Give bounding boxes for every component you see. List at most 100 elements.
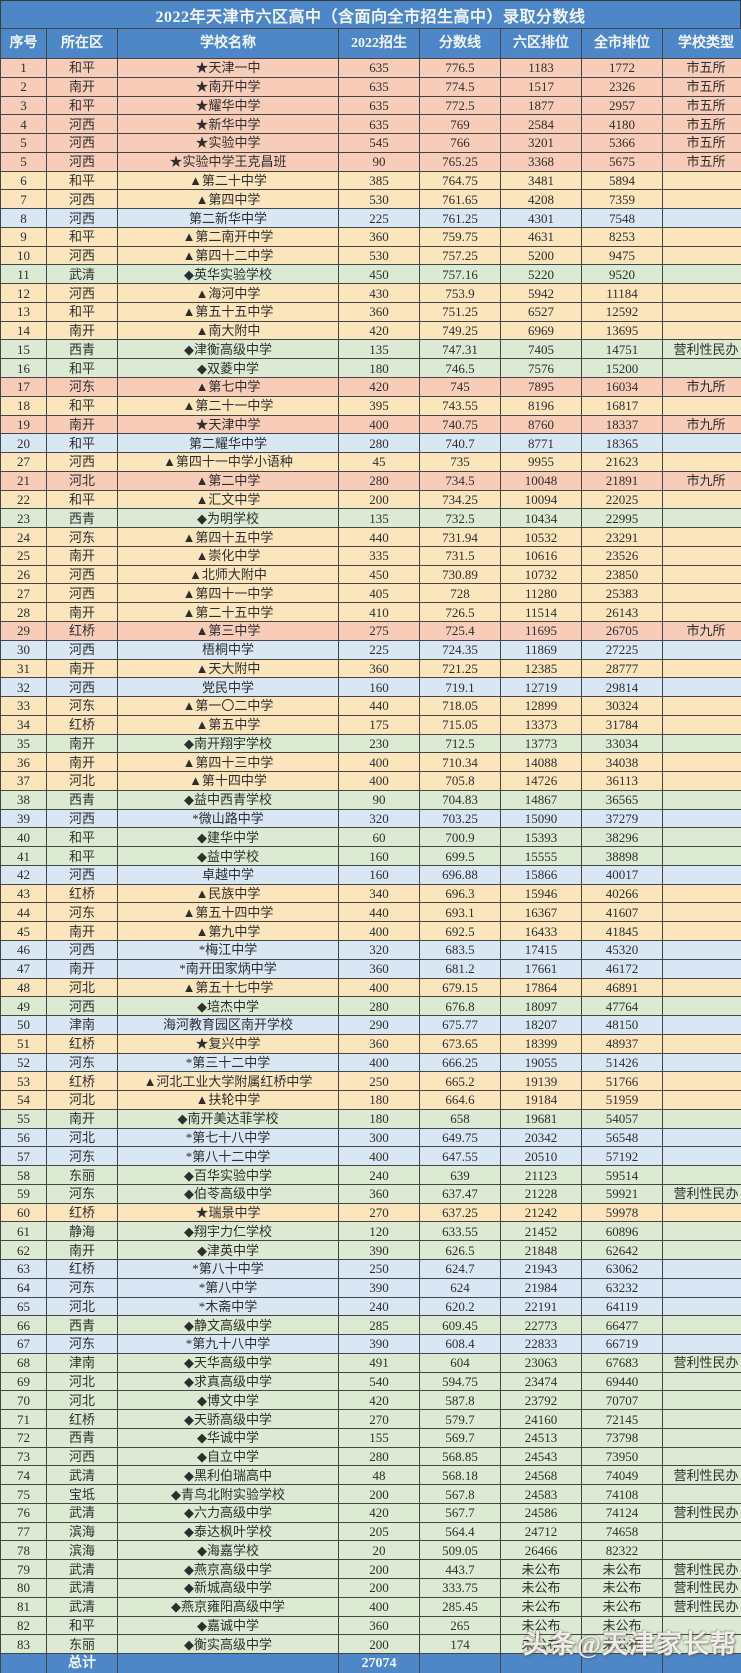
- cell-type: [662, 301, 741, 322]
- cell-no: 6: [0, 170, 47, 191]
- cell-type: [662, 1615, 741, 1636]
- cell-score: 564.4: [419, 1521, 501, 1542]
- cell-district: 河西: [46, 583, 118, 604]
- cell-district: 武清: [46, 1596, 118, 1617]
- cell-enroll: 48: [338, 1465, 420, 1486]
- cell-type: [662, 1146, 741, 1167]
- cell-rank6: 15946: [500, 883, 582, 904]
- table-row: 22 和平 ▲汇文中学 200 734.25 10094 22025: [0, 489, 741, 510]
- cell-score: 567.7: [419, 1502, 501, 1523]
- cell-type: [662, 189, 741, 210]
- cell-district: 河东: [46, 377, 118, 397]
- table-row: 57 河东 *第八十二中学 400 647.55 20510 57192: [0, 1146, 741, 1167]
- cell-enroll: 400: [338, 414, 420, 435]
- cell-enroll: 280: [338, 1446, 420, 1467]
- cell-type: [662, 264, 741, 285]
- page-title: 2022年天津市六区高中（含面向全市招生高中）录取分数线: [0, 0, 741, 28]
- cell-school: ▲第四十三中学: [117, 752, 339, 773]
- cell-score: 649.75: [419, 1127, 501, 1148]
- table-row: 58 东丽 ◆百华实验中学 240 639 21123 59514: [0, 1165, 741, 1185]
- cell-type: [662, 1427, 741, 1448]
- cell-rank6: 5200: [500, 245, 582, 266]
- cell-school: ◆益中西青学校: [117, 789, 339, 810]
- cell-rank6: 未公布: [500, 1559, 582, 1580]
- cell-enroll: 200: [338, 1578, 420, 1598]
- cell-district: 西青: [46, 339, 118, 360]
- cell-type: [662, 245, 741, 266]
- cell-rank-city: 31784: [581, 714, 663, 735]
- table-row: 79 武清 ◆燕京高级中学 200 443.7 未公布 未公布 营利性民办: [0, 1559, 741, 1580]
- cell-rank-city: 51959: [581, 1090, 663, 1110]
- cell-rank-city: 74108: [581, 1484, 663, 1504]
- table-row: 5 河西 ★实验中学 545 766 3201 5366 市五所: [0, 133, 741, 153]
- cell-type: 营利性民办: [662, 1596, 741, 1617]
- cell-school: *第九十八中学: [117, 1334, 339, 1354]
- cell-enroll: 250: [338, 1259, 420, 1279]
- cell-district: 河西: [46, 1446, 118, 1467]
- cell-rank-city: 23526: [581, 545, 663, 566]
- cell-no: 66: [0, 1315, 47, 1336]
- cell-enroll: 360: [338, 958, 420, 979]
- cell-type: 市九所: [662, 620, 741, 641]
- cell-rank-city: 未公布: [581, 1634, 663, 1655]
- cell-enroll: 400: [338, 977, 420, 998]
- cell-score: 719.1: [419, 677, 501, 698]
- cell-rank-city: 26143: [581, 602, 663, 622]
- cell-rank6: 19681: [500, 1108, 582, 1129]
- cell-type: [662, 1334, 741, 1354]
- cell-rank6: 10732: [500, 564, 582, 585]
- cell-school: ▲第四中学: [117, 189, 339, 210]
- cell-district: 河北: [46, 470, 118, 491]
- table-row: 56 河北 *第七十八中学 300 649.75 20342 56548: [0, 1127, 741, 1148]
- cell-rank-city: 22995: [581, 508, 663, 529]
- table-row: 42 河西 卓越中学 160 696.88 15866 40017: [0, 864, 741, 885]
- cell-school: *第八十中学: [117, 1259, 339, 1279]
- cell-rank6: 24160: [500, 1409, 582, 1429]
- cell-rank6: 5220: [500, 264, 582, 285]
- cell-rank6: 11695: [500, 620, 582, 641]
- cell-type: [662, 545, 741, 566]
- cell-no: 3: [0, 95, 47, 116]
- cell-rank6: 10434: [500, 508, 582, 529]
- cell-no: 81: [0, 1596, 47, 1617]
- cell-district: 河西: [46, 245, 118, 266]
- cell-rank6: 23474: [500, 1371, 582, 1392]
- cell-enroll: 225: [338, 639, 420, 660]
- cell-district: 河西: [46, 452, 118, 472]
- cell-school: ◆自立中学: [117, 1446, 339, 1467]
- cell-enroll: 545: [338, 133, 420, 153]
- cell-rank6: 11514: [500, 602, 582, 622]
- cell-enroll: 360: [338, 658, 420, 679]
- cell-rank-city: 48150: [581, 1015, 663, 1035]
- cell-school: ▲第二十一中学: [117, 395, 339, 416]
- cell-score: 734.5: [419, 470, 501, 491]
- cell-district: 红桥: [46, 1409, 118, 1429]
- cell-enroll: 400: [338, 771, 420, 791]
- cell-no: 37: [0, 771, 47, 791]
- cell-district: 红桥: [46, 620, 118, 641]
- col-header-district: 所在区: [46, 28, 118, 59]
- cell-district: 和平: [46, 433, 118, 454]
- cell-rank6: 4301: [500, 208, 582, 228]
- cell-type: [662, 283, 741, 303]
- cell-school: ◆黑利伯瑞高中: [117, 1465, 339, 1486]
- cell-enroll: 225: [338, 208, 420, 228]
- cell-rank-city: 73798: [581, 1427, 663, 1448]
- cell-score: 772.5: [419, 95, 501, 116]
- cell-score: 174: [419, 1634, 501, 1655]
- cell-no: 21: [0, 470, 47, 491]
- table-row: 71 红桥 ◆天骄高级中学 270 579.7 24160 72145: [0, 1409, 741, 1429]
- table-row: 67 河东 *第九十八中学 390 608.4 22833 66719: [0, 1334, 741, 1354]
- cell-district: 河西: [46, 133, 118, 153]
- cell-rank6: 15555: [500, 846, 582, 866]
- cell-no: 10: [0, 245, 47, 266]
- cell-enroll: 360: [338, 226, 420, 247]
- cell-rank6: 12899: [500, 696, 582, 716]
- cell-school: ◆南开翔宇学校: [117, 733, 339, 754]
- cell-score: 704.83: [419, 789, 501, 810]
- cell-type: [662, 395, 741, 416]
- cell-no: 74: [0, 1465, 47, 1486]
- cell-type: [662, 1052, 741, 1073]
- table-row: 4 河西 ★新华中学 635 769 2584 4180 市五所: [0, 114, 741, 135]
- cell-score: 333.75: [419, 1578, 501, 1598]
